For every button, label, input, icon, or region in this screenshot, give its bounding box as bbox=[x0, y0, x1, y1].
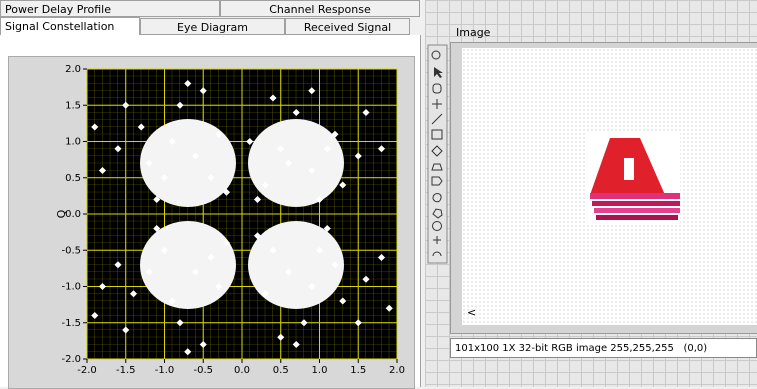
y-tick-label: 2.0 bbox=[65, 64, 81, 75]
x-tick-label: 2.0 bbox=[389, 365, 405, 376]
x-tick-label: -1.5 bbox=[116, 365, 136, 376]
x-tick-label: -2.0 bbox=[77, 365, 97, 376]
stripe bbox=[592, 201, 680, 206]
x-tick-label: 0.5 bbox=[273, 365, 289, 376]
stripe bbox=[594, 208, 680, 213]
cluster-core bbox=[140, 221, 236, 309]
x-tick-label: 1.0 bbox=[312, 365, 328, 376]
picture bbox=[585, 133, 680, 223]
x-tick-label: 1.5 bbox=[350, 365, 366, 376]
x-tick-label: -1.0 bbox=[155, 365, 175, 376]
toolbar bbox=[428, 45, 447, 263]
y-tick-label: 1.0 bbox=[65, 137, 81, 148]
x-tick-label: 0.0 bbox=[234, 365, 250, 376]
stripe bbox=[590, 193, 680, 199]
y-tick-label: -1.5 bbox=[61, 318, 81, 329]
cluster-core bbox=[248, 119, 344, 207]
cluster-core bbox=[248, 221, 344, 309]
y-tick-label: 0.5 bbox=[65, 173, 81, 184]
letter-a-hole bbox=[624, 158, 634, 180]
x-tick-label: -0.5 bbox=[193, 365, 213, 376]
y-tick-label: -1.0 bbox=[61, 282, 81, 293]
y-tick-label: 0.0 bbox=[65, 209, 81, 220]
cluster-core bbox=[140, 119, 236, 207]
screen: Power Delay Profile Channel Response Sig… bbox=[0, 0, 757, 387]
y-tick-label: -0.5 bbox=[61, 245, 81, 256]
y-tick-label: 1.5 bbox=[65, 100, 81, 111]
chart: Q -2.0-1.5-1.0 bbox=[0, 0, 757, 387]
y-tick-label: -2.0 bbox=[61, 354, 81, 365]
stripe bbox=[596, 215, 678, 220]
